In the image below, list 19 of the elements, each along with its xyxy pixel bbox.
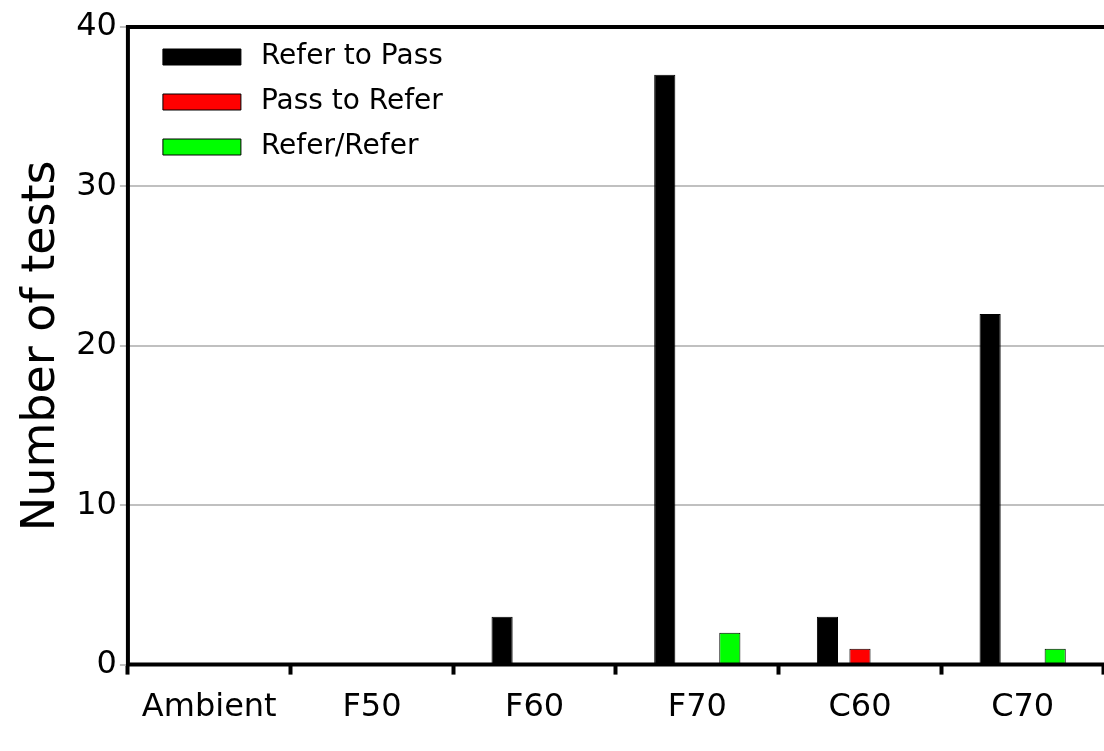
y-tick-label: 10 bbox=[76, 483, 117, 522]
y-tick-label: 0 bbox=[96, 642, 117, 681]
bar bbox=[979, 313, 1001, 664]
legend-label: Refer to Pass bbox=[260, 38, 443, 72]
x-tick-label: F70 bbox=[667, 686, 727, 725]
y-axis-title: Number of tests bbox=[10, 160, 65, 532]
x-tick-label: F50 bbox=[342, 686, 402, 725]
bar bbox=[654, 74, 676, 664]
x-tick-label: Ambient bbox=[141, 686, 277, 725]
bar bbox=[491, 616, 513, 664]
legend-label: Pass to Refer bbox=[260, 83, 444, 117]
y-tick-label: 30 bbox=[76, 164, 117, 203]
x-tick-label: C60 bbox=[828, 686, 892, 725]
y-tick-label: 40 bbox=[76, 5, 117, 44]
y-tick-label: 20 bbox=[76, 324, 117, 363]
legend-label: Refer/Refer bbox=[260, 128, 419, 162]
x-tick-label: C70 bbox=[991, 686, 1055, 725]
bar bbox=[816, 616, 839, 664]
x-tick-label: F60 bbox=[505, 686, 565, 725]
